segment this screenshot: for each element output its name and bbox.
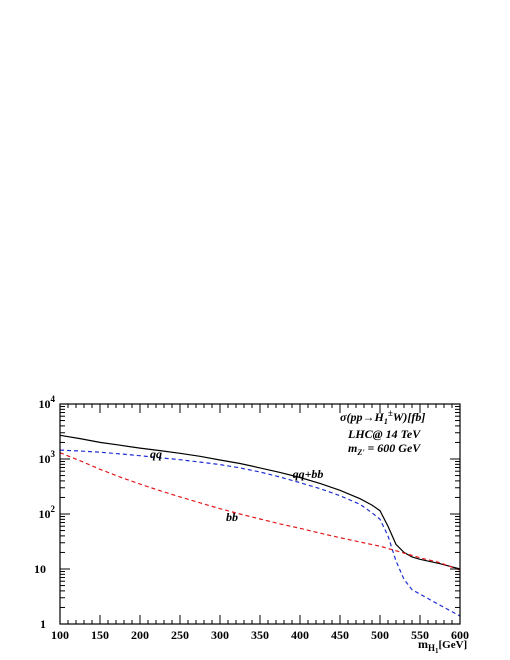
- series-label-qq: qq: [150, 447, 162, 461]
- series-line-bb: [59, 452, 461, 571]
- axis-layer: 100 150 200 250 300 350 400 450 500 550 600 1 10 102 1…: [34, 394, 469, 642]
- series-line-qq: [59, 449, 461, 617]
- series-label-qq-plus-bb: qq+bb: [293, 467, 324, 481]
- x-tick-label: 450: [331, 628, 349, 642]
- x-tick-label: 400: [291, 628, 309, 642]
- annotation-mz: mZ' = 600 GeV: [348, 441, 421, 457]
- annotation-lhc: LHC@ 14 TeV: [347, 427, 421, 441]
- y-tick-label: 1: [40, 617, 46, 631]
- x-tick-label: 250: [171, 628, 189, 642]
- x-tick-label: 100: [51, 628, 69, 642]
- x-tick-label: 300: [211, 628, 229, 642]
- annotation-cross-section: σ(pp→H1±W)[fb]: [340, 408, 425, 426]
- x-tick-label: 500: [371, 628, 389, 642]
- y-tick-label: 103: [39, 449, 56, 466]
- x-tick-label: 600: [451, 628, 469, 642]
- x-tick-label: 550: [411, 628, 429, 642]
- y-tick-label: 102: [39, 504, 56, 521]
- x-tick-label: 200: [131, 628, 149, 642]
- annotation-block: σ(pp→H1±W)[fb] LHC@ 14 TeV mZ' = 600 GeV: [340, 408, 425, 457]
- series-label-bb: bb: [226, 510, 238, 524]
- x-tick-label: 350: [251, 628, 269, 642]
- series-line-qq-plus-bb: [59, 434, 461, 570]
- x-tick-label: 150: [91, 628, 109, 642]
- y-tick-label: 104: [39, 394, 56, 411]
- series-layer: qq+bb qq bb: [59, 434, 461, 617]
- x-axis-label: mH1[GeV]: [418, 637, 467, 655]
- y-tick-label: 10: [34, 562, 46, 576]
